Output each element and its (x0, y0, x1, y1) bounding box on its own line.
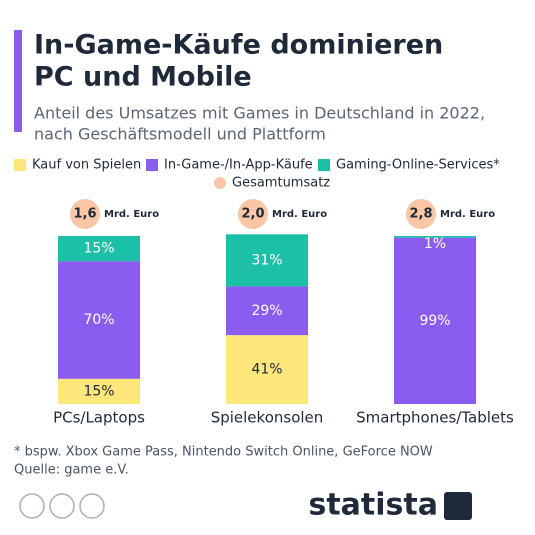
legend-swatch (214, 177, 226, 189)
legend-label: In-Game-/In-App-Käufe (164, 158, 313, 173)
bar-segment (58, 236, 140, 262)
bar-segment (394, 237, 476, 404)
accent-bar (14, 30, 22, 132)
legend-label: Gaming-Online-Services* (336, 158, 500, 173)
brand-icon (444, 492, 472, 520)
x-tick-label: Spielekonsolen (211, 409, 324, 427)
legend-swatch (146, 159, 158, 171)
brand-logo: statista (308, 488, 438, 523)
total-label: 1,6 (73, 207, 96, 222)
bar-segment (226, 335, 308, 404)
license-icons (19, 493, 105, 519)
value-label: 70% (83, 312, 114, 328)
chart-title: PC und Mobile (34, 62, 252, 93)
chart-subtitle: nach Geschäftsmodell und Plattform (34, 125, 326, 144)
bar-segment (394, 236, 476, 238)
x-tick-label: PCs/Laptops (53, 409, 145, 427)
legend-label: Gesamtumsatz (232, 176, 330, 191)
total-bubble (70, 199, 100, 229)
value-label: 99% (419, 313, 450, 329)
legend-swatch (318, 159, 330, 171)
total-unit: Mrd. Euro (104, 209, 159, 220)
bar-segment (226, 234, 308, 287)
bar-segment (58, 378, 140, 404)
value-label: 1% (424, 236, 446, 252)
value-label: 15% (83, 241, 114, 257)
total-bubble (406, 199, 436, 229)
value-label: 29% (251, 303, 282, 319)
bar-segment (226, 286, 308, 336)
legend-label: Kauf von Spielen (32, 158, 141, 173)
total-bubble (238, 199, 268, 229)
total-label: 2,8 (409, 207, 432, 222)
total-label: 2,0 (241, 207, 264, 222)
footnote: * bspw. Xbox Game Pass, Nintendo Switch … (14, 445, 433, 460)
source: Quelle: game e.V. (14, 463, 129, 478)
chart-title: In-Game-Käufe dominieren (34, 30, 443, 61)
legend-swatch (14, 159, 26, 171)
total-unit: Mrd. Euro (440, 209, 495, 220)
chart-subtitle: Anteil des Umsatzes mit Games in Deutsch… (34, 104, 485, 123)
value-label: 41% (251, 362, 282, 378)
bar-segment (58, 261, 140, 379)
value-label: 15% (83, 383, 114, 399)
x-tick-label: Smartphones/Tablets (356, 409, 514, 427)
value-label: 31% (251, 252, 282, 268)
total-unit: Mrd. Euro (272, 209, 327, 220)
